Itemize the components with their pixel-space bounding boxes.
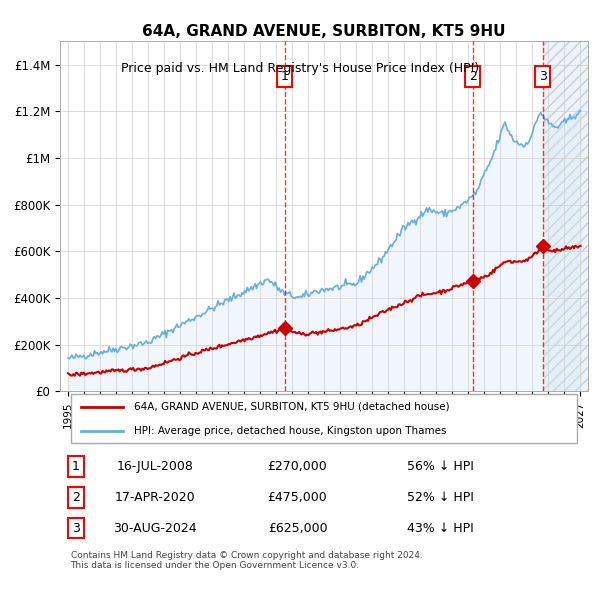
Text: 56% ↓ HPI: 56% ↓ HPI [407, 460, 473, 473]
Text: HPI: Average price, detached house, Kingston upon Thames: HPI: Average price, detached house, King… [134, 425, 446, 435]
Text: £270,000: £270,000 [268, 460, 328, 473]
Text: 2: 2 [72, 491, 80, 504]
Text: 3: 3 [539, 70, 547, 83]
Text: £475,000: £475,000 [268, 491, 328, 504]
Text: Price paid vs. HM Land Registry's House Price Index (HPI): Price paid vs. HM Land Registry's House … [121, 62, 479, 75]
Bar [543, 41, 588, 391]
Bar [543, 41, 588, 391]
Text: 64A, GRAND AVENUE, SURBITON, KT5 9HU (detached house): 64A, GRAND AVENUE, SURBITON, KT5 9HU (de… [134, 402, 449, 412]
Text: £625,000: £625,000 [268, 522, 328, 535]
FancyBboxPatch shape [71, 394, 577, 443]
Text: Contains HM Land Registry data © Crown copyright and database right 2024.
This d: Contains HM Land Registry data © Crown c… [71, 551, 422, 571]
Text: 16-JUL-2008: 16-JUL-2008 [116, 460, 193, 473]
Text: 1: 1 [281, 70, 289, 83]
Title: 64A, GRAND AVENUE, SURBITON, KT5 9HU: 64A, GRAND AVENUE, SURBITON, KT5 9HU [142, 24, 506, 39]
Text: 30-AUG-2024: 30-AUG-2024 [113, 522, 197, 535]
Text: 52% ↓ HPI: 52% ↓ HPI [407, 491, 473, 504]
Text: 43% ↓ HPI: 43% ↓ HPI [407, 522, 473, 535]
Text: 3: 3 [72, 522, 80, 535]
Text: 17-APR-2020: 17-APR-2020 [115, 491, 196, 504]
Text: 1: 1 [72, 460, 80, 473]
Text: 2: 2 [469, 70, 476, 83]
